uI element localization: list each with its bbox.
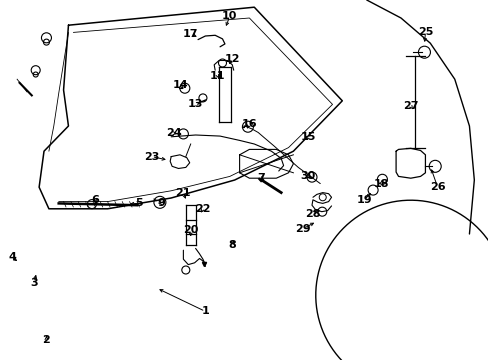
Text: 3: 3 [30, 278, 38, 288]
Text: 20: 20 [183, 225, 198, 235]
Text: 4: 4 [8, 252, 16, 262]
Text: 25: 25 [417, 27, 432, 37]
Text: 10: 10 [222, 11, 237, 21]
Text: 28: 28 [305, 209, 320, 219]
Text: 27: 27 [402, 101, 418, 111]
Text: 17: 17 [183, 29, 198, 39]
Text: 12: 12 [224, 54, 240, 64]
Text: 24: 24 [165, 128, 181, 138]
Text: 18: 18 [373, 179, 388, 189]
Text: 30: 30 [300, 171, 315, 181]
Text: 15: 15 [300, 132, 315, 142]
Text: 16: 16 [241, 119, 257, 129]
Text: 2: 2 [42, 335, 50, 345]
Text: 9: 9 [157, 198, 165, 208]
Text: 6: 6 [91, 195, 99, 205]
Text: 7: 7 [257, 173, 265, 183]
Text: 23: 23 [143, 152, 159, 162]
Text: 11: 11 [209, 71, 225, 81]
Text: 1: 1 [201, 306, 209, 316]
Text: 22: 22 [195, 204, 210, 214]
Text: 5: 5 [135, 198, 143, 208]
Text: 19: 19 [356, 195, 371, 205]
Text: 21: 21 [175, 188, 191, 198]
Text: 13: 13 [187, 99, 203, 109]
Text: 29: 29 [295, 224, 310, 234]
Text: 8: 8 [228, 240, 236, 250]
Text: 26: 26 [429, 182, 445, 192]
Text: 14: 14 [173, 80, 188, 90]
